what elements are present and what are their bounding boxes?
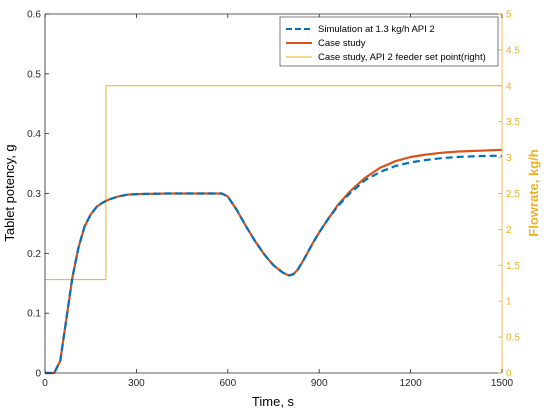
y-right-tick-label: 0 — [506, 369, 512, 380]
y-right-tick-label: 1.5 — [506, 261, 520, 272]
x-tick-label: 900 — [311, 378, 328, 389]
x-tick-label: 1500 — [491, 378, 514, 389]
x-tick-label: 600 — [219, 378, 236, 389]
legend-label-case-study: Case study — [318, 38, 366, 49]
y-left-tick-label: 0.2 — [27, 249, 41, 260]
legend-label-setpoint: Case study, API 2 feeder set point(right… — [318, 52, 486, 63]
y-left-tick-label: 0.3 — [27, 189, 41, 200]
x-tick-label: 1200 — [399, 378, 422, 389]
y-left-tick-label: 0.5 — [27, 69, 41, 80]
series-line-setpoint — [45, 85, 502, 281]
y-left-tick-label: 0.4 — [27, 129, 41, 140]
y-left-tick-label: 0.6 — [27, 10, 41, 21]
series-layer — [45, 85, 503, 375]
x-axis-title: Time, s — [252, 394, 295, 409]
y-left-tick-label: 0 — [35, 369, 41, 380]
series-line-simulation — [45, 154, 502, 375]
x-tick-label: 300 — [128, 378, 145, 389]
y-axis-right-title: Flowrate, kg/h — [526, 149, 541, 236]
y-right-tick-label: 2.5 — [506, 189, 520, 200]
y-right-tick-label: 4 — [506, 81, 512, 92]
y-right-tick-label: 3 — [506, 153, 512, 164]
ticks-layer: 0 300 600 900 1200 150000.10.20.30.40.50.600.… — [27, 10, 520, 390]
y-right-tick-label: 5 — [506, 10, 512, 21]
x-tick-label: 0 — [42, 378, 48, 389]
y-right-tick-label: 1 — [506, 297, 512, 308]
y-right-tick-label: 4.5 — [506, 45, 520, 56]
y-axis-left-title: Tablet potency, g — [2, 144, 17, 241]
y-right-tick-label: 2 — [506, 225, 512, 236]
y-right-tick-label: 3.5 — [506, 117, 520, 128]
plot-area — [45, 14, 502, 373]
legend-box — [279, 16, 499, 67]
y-right-tick-label: 0.5 — [506, 333, 520, 344]
y-left-tick-label: 0.1 — [27, 309, 41, 320]
legend: Simulation at 1.3 kg/h API 2 Case study … — [279, 16, 499, 67]
legend-label-simulation: Simulation at 1.3 kg/h API 2 — [318, 24, 435, 35]
